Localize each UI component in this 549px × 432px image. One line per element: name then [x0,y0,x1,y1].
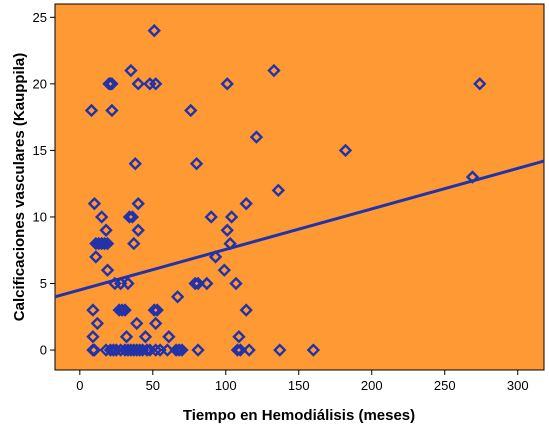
data-point [86,330,100,344]
x-tick-label: 150 [288,378,310,393]
data-point [100,236,115,251]
data-point [147,303,161,317]
data-point [149,77,163,91]
data-point [131,77,145,91]
data-point [233,343,248,357]
y-tick-label: 20 [33,76,47,91]
data-point [188,276,202,291]
data-point [208,250,223,264]
data-point [217,263,232,277]
data-point [172,343,186,357]
data-point [306,343,321,357]
data-point [189,157,204,171]
x-axis-title: Tiempo en Hemodiálisis (meses) [183,407,415,424]
data-point [105,103,119,118]
x-tick-label: 50 [146,378,160,393]
data-point [220,77,234,91]
data-point [89,250,103,264]
y-tick-label: 5 [40,276,47,291]
data-point [242,343,256,357]
y-axis-title: Calcificaciones vasculares (Kauppila) [11,53,28,321]
data-point [97,236,112,251]
data-point [184,103,198,118]
data-point [150,303,164,317]
x-tick-label: 100 [215,378,237,393]
data-point [127,236,141,251]
regression-line [54,159,545,299]
data-point [160,343,175,357]
data-point [149,343,163,357]
data-point [162,330,176,344]
data-point [125,210,140,224]
data-point [338,143,353,158]
data-point [170,290,185,304]
data-point [191,276,205,291]
data-point [191,343,205,357]
data-point [90,316,105,331]
data-point [138,330,153,344]
data-point [109,343,124,357]
data-point [131,196,145,211]
data-point [249,130,264,144]
data-point [131,223,145,237]
data-point [267,63,281,78]
data-point [220,223,234,237]
x-tick-label: 250 [434,378,456,393]
data-point [232,330,246,344]
x-tick-label: 300 [507,378,529,393]
y-tick-label: 25 [33,10,47,25]
data-point [140,343,154,357]
y-tick-label: 10 [33,209,47,224]
data-point [200,276,214,291]
data-point [130,316,144,331]
data-point [273,343,287,357]
data-point [239,196,253,211]
data-point [99,223,113,237]
y-tick-label: 15 [33,143,47,158]
data-point [229,276,243,291]
data-point [115,303,129,317]
data-point [128,157,142,171]
data-point [473,77,487,91]
data-point [84,103,99,118]
plot-area [54,3,545,371]
data-point [124,63,138,78]
data-point [223,236,237,251]
data-point [100,263,115,277]
data-point [230,343,245,357]
data-point [239,303,253,317]
data-point [121,276,135,291]
data-point [87,343,102,357]
data-point [465,170,480,184]
data-point [87,196,102,211]
data-point [122,210,137,224]
data-point [149,316,163,331]
x-axis: 0 50 100 150 200 250 300 [76,370,529,393]
data-point [95,210,109,224]
data-points [84,23,487,357]
data-point [204,210,218,224]
y-axis: 0 5 10 15 20 25 [33,10,55,358]
data-point [86,303,100,317]
data-point [105,77,119,91]
data-point [119,330,134,344]
x-tick-label: 200 [361,378,383,393]
y-tick-label: 0 [40,343,47,358]
x-tick-label: 0 [76,378,83,393]
data-point [118,303,132,317]
data-point [224,210,239,224]
data-point [175,343,189,357]
data-point [147,23,161,38]
data-point [271,183,286,198]
